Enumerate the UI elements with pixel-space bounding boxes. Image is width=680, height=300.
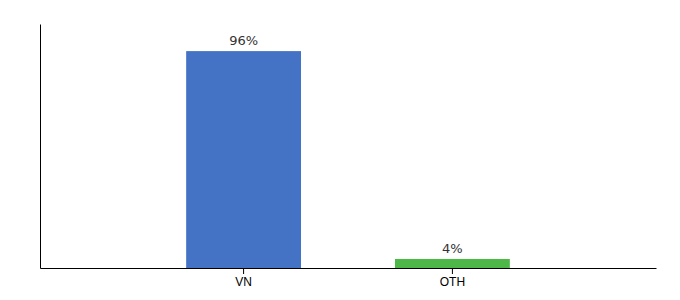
x-axis: VN OTH xyxy=(41,268,657,289)
bars xyxy=(186,51,510,268)
x-tick-mark xyxy=(243,268,244,274)
bar xyxy=(395,259,510,268)
y-axis xyxy=(40,25,41,269)
x-tick-label: OTH xyxy=(440,275,465,289)
plot: VN OTH 96% 4% xyxy=(41,25,657,289)
x-tick: VN xyxy=(235,268,252,289)
x-tick-mark xyxy=(452,268,453,274)
chart: VN OTH 96% 4% xyxy=(0,0,680,300)
bar xyxy=(186,51,301,268)
x-axis-line xyxy=(41,268,657,269)
y-axis-line xyxy=(40,25,41,269)
x-tick: OTH xyxy=(440,268,465,289)
x-tick-label: VN xyxy=(235,275,252,289)
data-label: 96% xyxy=(229,33,258,48)
data-label: 4% xyxy=(442,241,463,256)
data-labels: 96% 4% xyxy=(229,33,463,256)
